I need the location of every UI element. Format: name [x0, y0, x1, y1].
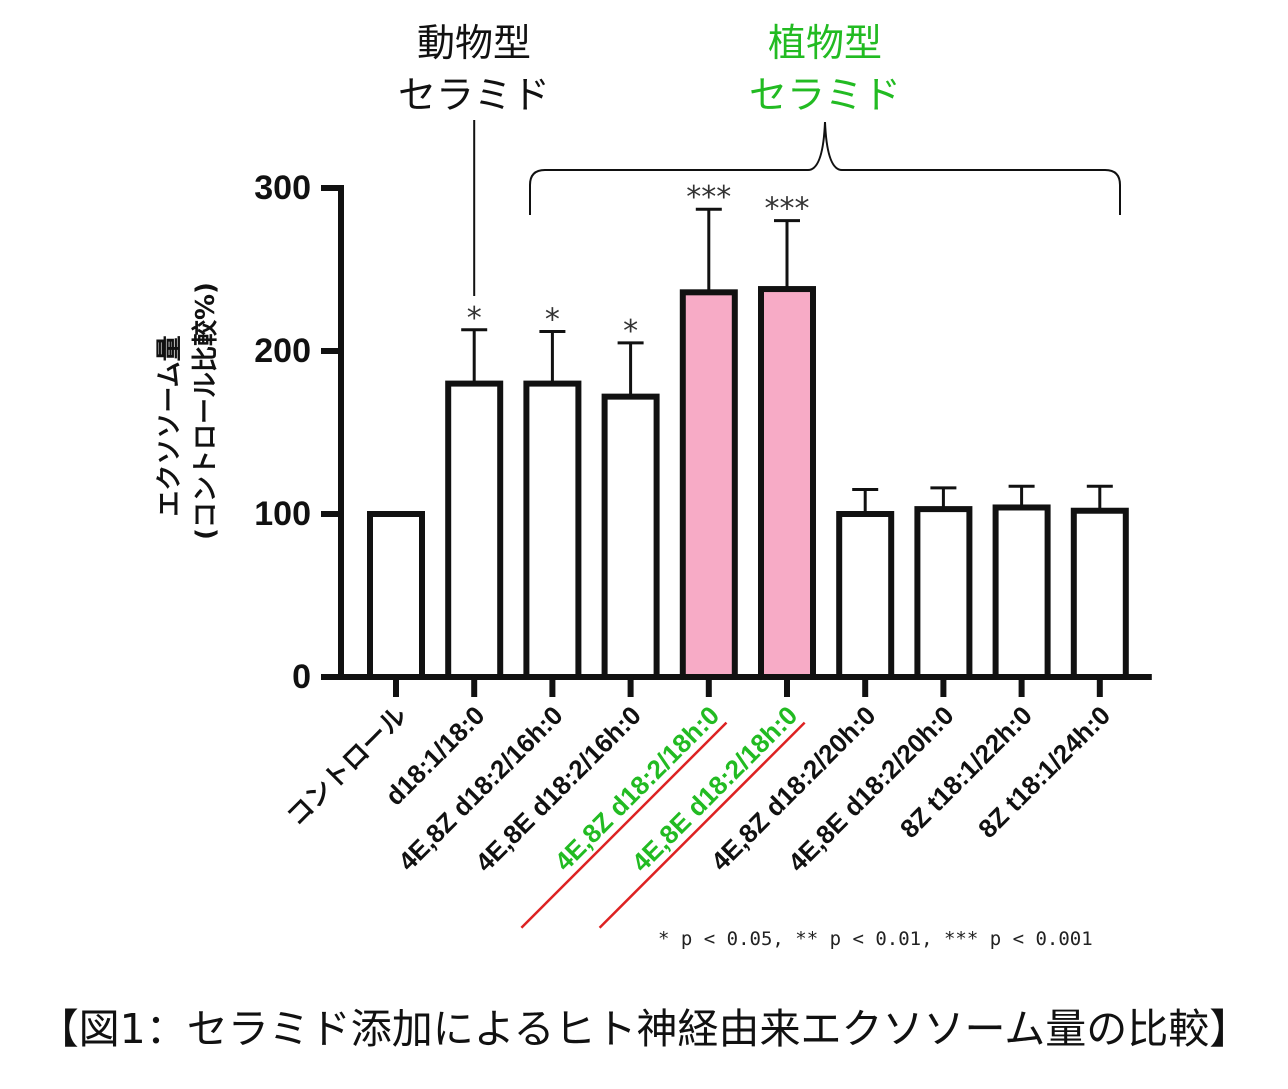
bar [914, 506, 973, 680]
y-axis-title: エクソソーム量 [155, 335, 185, 516]
bar [1070, 507, 1129, 680]
annotation-animal-label: セラミド [398, 73, 550, 117]
bar [836, 511, 895, 680]
annotation-brace [529, 121, 1121, 215]
bar [367, 511, 425, 680]
bar [523, 380, 582, 680]
annotation-plant-label: セラミド [749, 73, 901, 117]
y-tick-label: 100 [254, 495, 311, 533]
bar [758, 286, 816, 680]
significance-marker: * [623, 314, 638, 349]
bar [601, 393, 660, 680]
significance-marker: * [467, 301, 482, 336]
y-tick-label: 200 [254, 332, 311, 370]
annotation-plant-label: 植物型 [768, 21, 882, 65]
significance-marker: *** [686, 180, 731, 215]
significance-marker: * [545, 302, 560, 337]
y-tick-label: 300 [254, 169, 311, 207]
bar [679, 289, 738, 680]
y-axis-title: (コントロール比較%) [190, 282, 221, 540]
figure-caption: 【図1：セラミド添加によるヒト神経由来エクソソーム量の比較】 [37, 1005, 1251, 1053]
highlight-underline [520, 721, 728, 929]
y-tick-label: 0 [292, 658, 311, 696]
significance-marker: *** [765, 192, 810, 227]
annotation-animal-label: 動物型 [417, 21, 531, 65]
x-tick-label: コントロール [281, 700, 413, 832]
bar [992, 504, 1051, 681]
bar [445, 380, 504, 680]
highlight-underline [598, 721, 806, 929]
significance-footnote: * p < 0.05, ** p < 0.01, *** p < 0.001 [658, 928, 1093, 950]
